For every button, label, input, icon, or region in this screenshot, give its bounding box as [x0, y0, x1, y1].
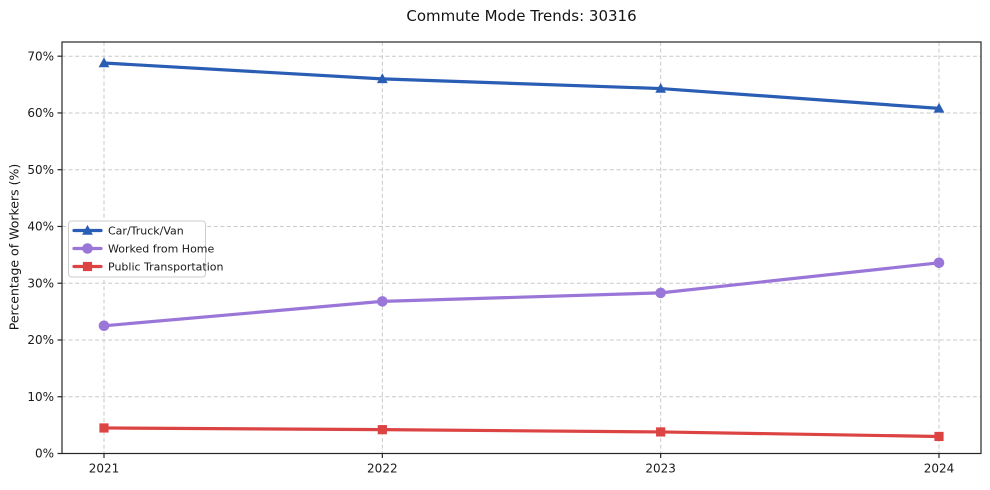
y-tick-label: 30% — [27, 276, 54, 290]
y-tick-label: 70% — [27, 49, 54, 63]
series-line-public-transportation — [102, 426, 941, 439]
square-marker-public-transportation — [377, 425, 387, 435]
x-tick-label: 2024 — [924, 462, 955, 476]
plot-border — [61, 41, 982, 455]
triangle-marker-car-truck-van — [933, 102, 945, 113]
square-marker-public-transportation — [934, 431, 944, 442]
triangle-marker-car-truck-van — [98, 57, 110, 68]
series-line-worked-from-home — [102, 261, 941, 328]
y-axis-label: Percentage of Workers (%) — [6, 163, 22, 331]
series-line-car-truck-van — [102, 61, 941, 111]
triangle-marker-car-truck-van — [655, 82, 667, 93]
circle-marker-worked-from-home — [377, 296, 388, 307]
legend-label: Public Transportation — [108, 260, 224, 273]
circle-marker-worked-from-home — [933, 257, 945, 269]
square-marker-public-transportation — [656, 427, 666, 437]
series-car-truck-van — [98, 57, 945, 113]
legend: Car/Truck/Van Worked from Home Public Tran… — [68, 220, 224, 278]
legend-box — [68, 220, 206, 278]
legend-label: Worked from Home — [108, 242, 215, 255]
x-tick-label: 2022 — [367, 462, 398, 476]
legend-label: Car/Truck/Van — [108, 224, 184, 237]
x-tick-label: 2023 — [645, 462, 676, 476]
series-public-transportation — [99, 423, 944, 442]
chart-title: Commute Mode Trends: 30316 — [406, 7, 637, 25]
x-tick-label: 2021 — [89, 462, 120, 476]
legend-triangle-marker — [82, 224, 93, 235]
triangle-marker-car-truck-van — [376, 73, 388, 84]
y-tick-label: 20% — [27, 333, 54, 347]
square-marker-public-transportation — [99, 423, 109, 433]
y-tick-label: 60% — [27, 106, 54, 120]
y-tick-label: 50% — [27, 163, 54, 177]
y-tick-label: 10% — [27, 390, 54, 404]
legend-item-car-truck-van: Car/Truck/Van — [72, 224, 184, 237]
y-tick-label: 0% — [35, 447, 54, 461]
y-tick-label: 40% — [27, 220, 54, 234]
series-worked-from-home — [98, 257, 945, 332]
legend-square-marker — [82, 261, 93, 272]
circle-marker-worked-from-home — [98, 320, 110, 332]
circle-marker-worked-from-home — [655, 287, 666, 299]
legend-item-worked-from-home: Worked from Home — [72, 242, 215, 255]
legend-item-public-transportation: Public Transportation — [72, 260, 224, 273]
legend-circle-marker — [82, 243, 93, 254]
